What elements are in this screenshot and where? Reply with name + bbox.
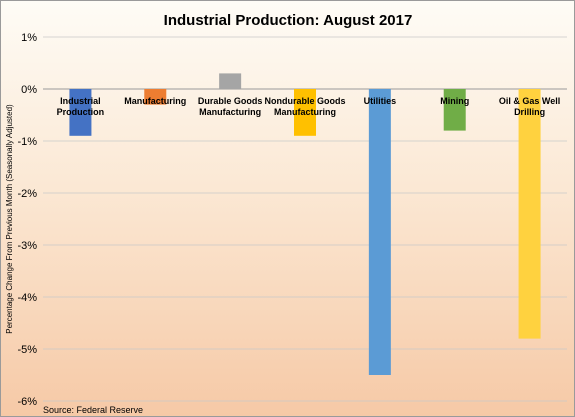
y-tick-label: -3% [17,240,37,252]
category-label: Utilities [364,96,397,106]
bar [443,89,466,131]
bar [518,89,541,339]
bar [144,89,167,105]
category-label: Mining [440,96,469,106]
category-label: Manufacturing [124,96,186,106]
y-tick-label: -1% [17,136,37,148]
category-label: Durable Goods Manufacturing [198,96,263,117]
bar [294,89,316,136]
category-label: Oil & Gas Well Drilling [499,96,560,117]
y-axis-ticks: 1% 0% -1% -2% -3% -4% -5% -6% [17,32,37,408]
y-tick-label: -4% [17,292,37,304]
category-labels: Industrial Production Manufacturing Durable… [57,96,561,117]
y-tick-label: 0% [21,84,37,96]
y-tick-label: 1% [21,32,37,44]
y-tick-label: -2% [17,188,37,200]
bars [69,73,541,375]
y-axis-label: Percentage Change From Previous Month (S… [5,104,14,334]
gridlines [43,36,567,402]
chart-title: Industrial Production: August 2017 [164,12,413,29]
bar [219,73,242,89]
category-label: Nondurable Goods Manufacturing [265,96,346,117]
source-note: Source: Federal Reserve [43,405,143,415]
y-tick-label: -5% [17,344,37,356]
bar [368,89,391,375]
y-tick-label: -6% [17,396,37,408]
category-label: Industrial Production [57,96,105,117]
bar [69,89,92,136]
